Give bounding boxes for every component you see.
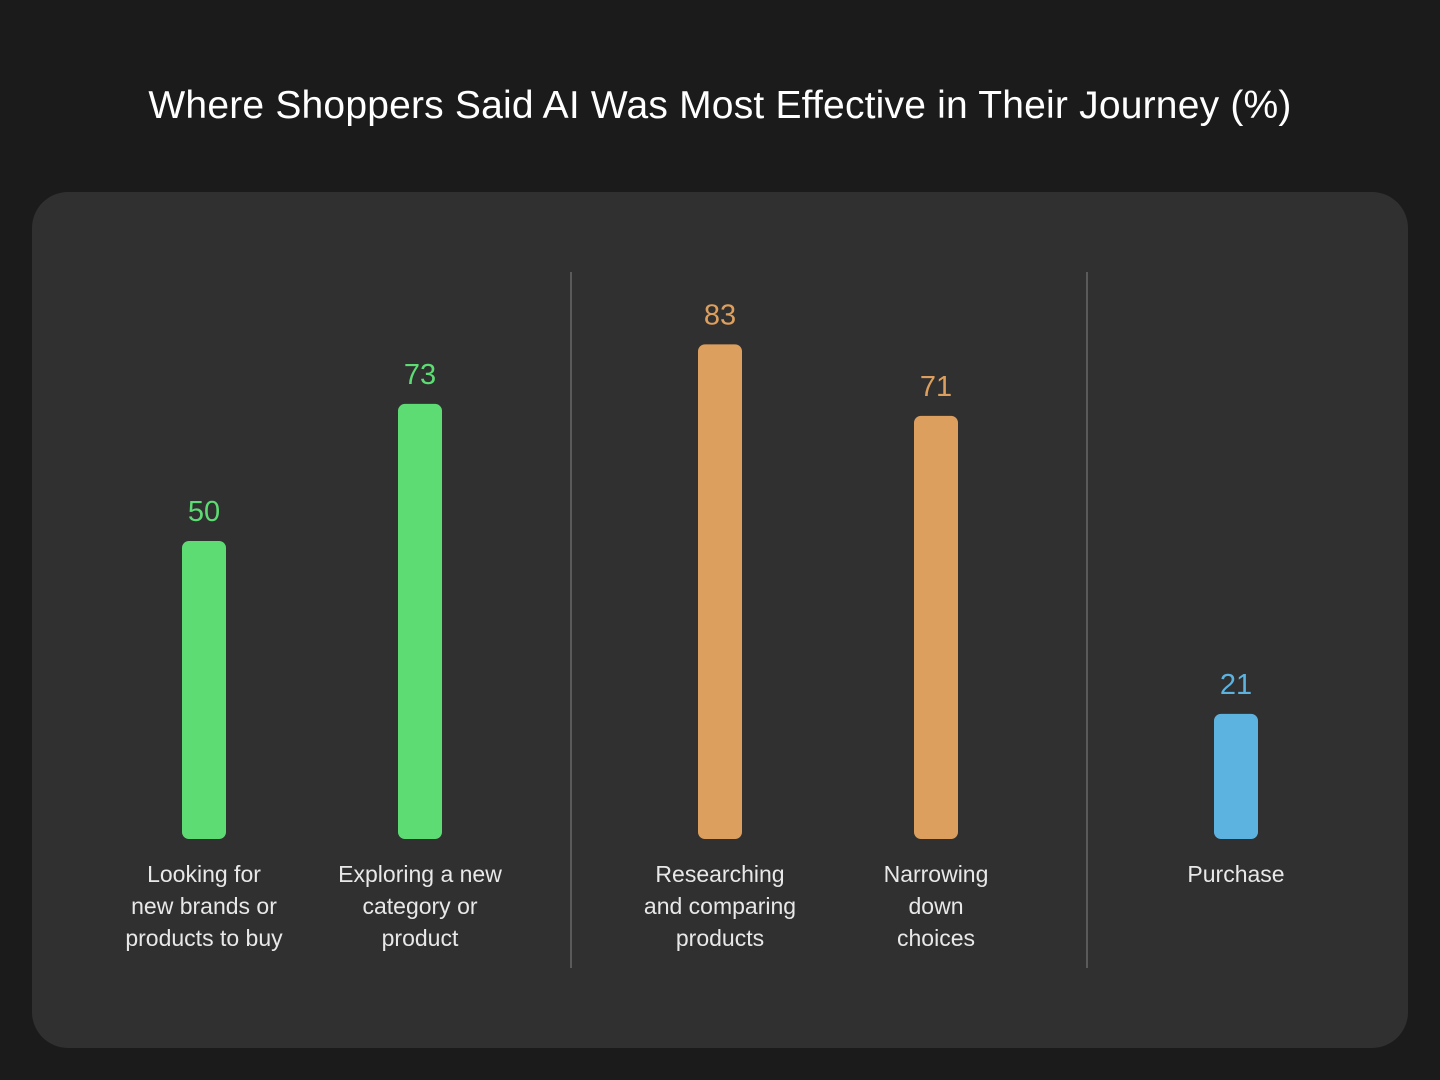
category-label-2: Exploring a new category or product — [315, 858, 525, 954]
category-label-line: category or — [362, 893, 478, 919]
bar-value-label-2: 73 — [404, 359, 436, 391]
chart-title: Where Shoppers Said AI Was Most Effectiv… — [148, 84, 1292, 127]
bar-value-label-3: 83 — [704, 299, 736, 331]
category-label-line: products — [675, 925, 765, 951]
bar-1 — [182, 541, 226, 839]
category-label-line: down — [908, 893, 964, 919]
category-label-line: products to buy — [125, 925, 283, 951]
category-label-line: Purchase — [1187, 861, 1285, 887]
category-label-3: Researching and comparing products — [615, 858, 825, 954]
category-label-line: choices — [897, 925, 975, 951]
category-label-1: Looking for new brands or products to buy — [99, 858, 309, 954]
category-label-line: product — [381, 925, 459, 951]
bar-4 — [914, 415, 958, 839]
category-label-4: Narrowing down choices — [831, 858, 1041, 954]
bar-value-label-1: 50 — [188, 496, 220, 528]
category-label-line: Researching — [655, 861, 785, 887]
bar-value-label-5: 21 — [1220, 669, 1252, 701]
bar-5 — [1214, 713, 1258, 839]
category-label-line: Narrowing — [883, 861, 989, 887]
category-label-line: Exploring a new — [338, 861, 502, 887]
bar-2 — [398, 403, 442, 839]
category-label-line: and comparing — [643, 893, 797, 919]
bar-value-label-4: 71 — [920, 371, 952, 403]
category-label-5: Purchase — [1131, 858, 1341, 890]
category-label-line: Looking for — [147, 861, 261, 887]
bar-3 — [698, 344, 742, 839]
category-label-line: new brands or — [131, 893, 277, 919]
